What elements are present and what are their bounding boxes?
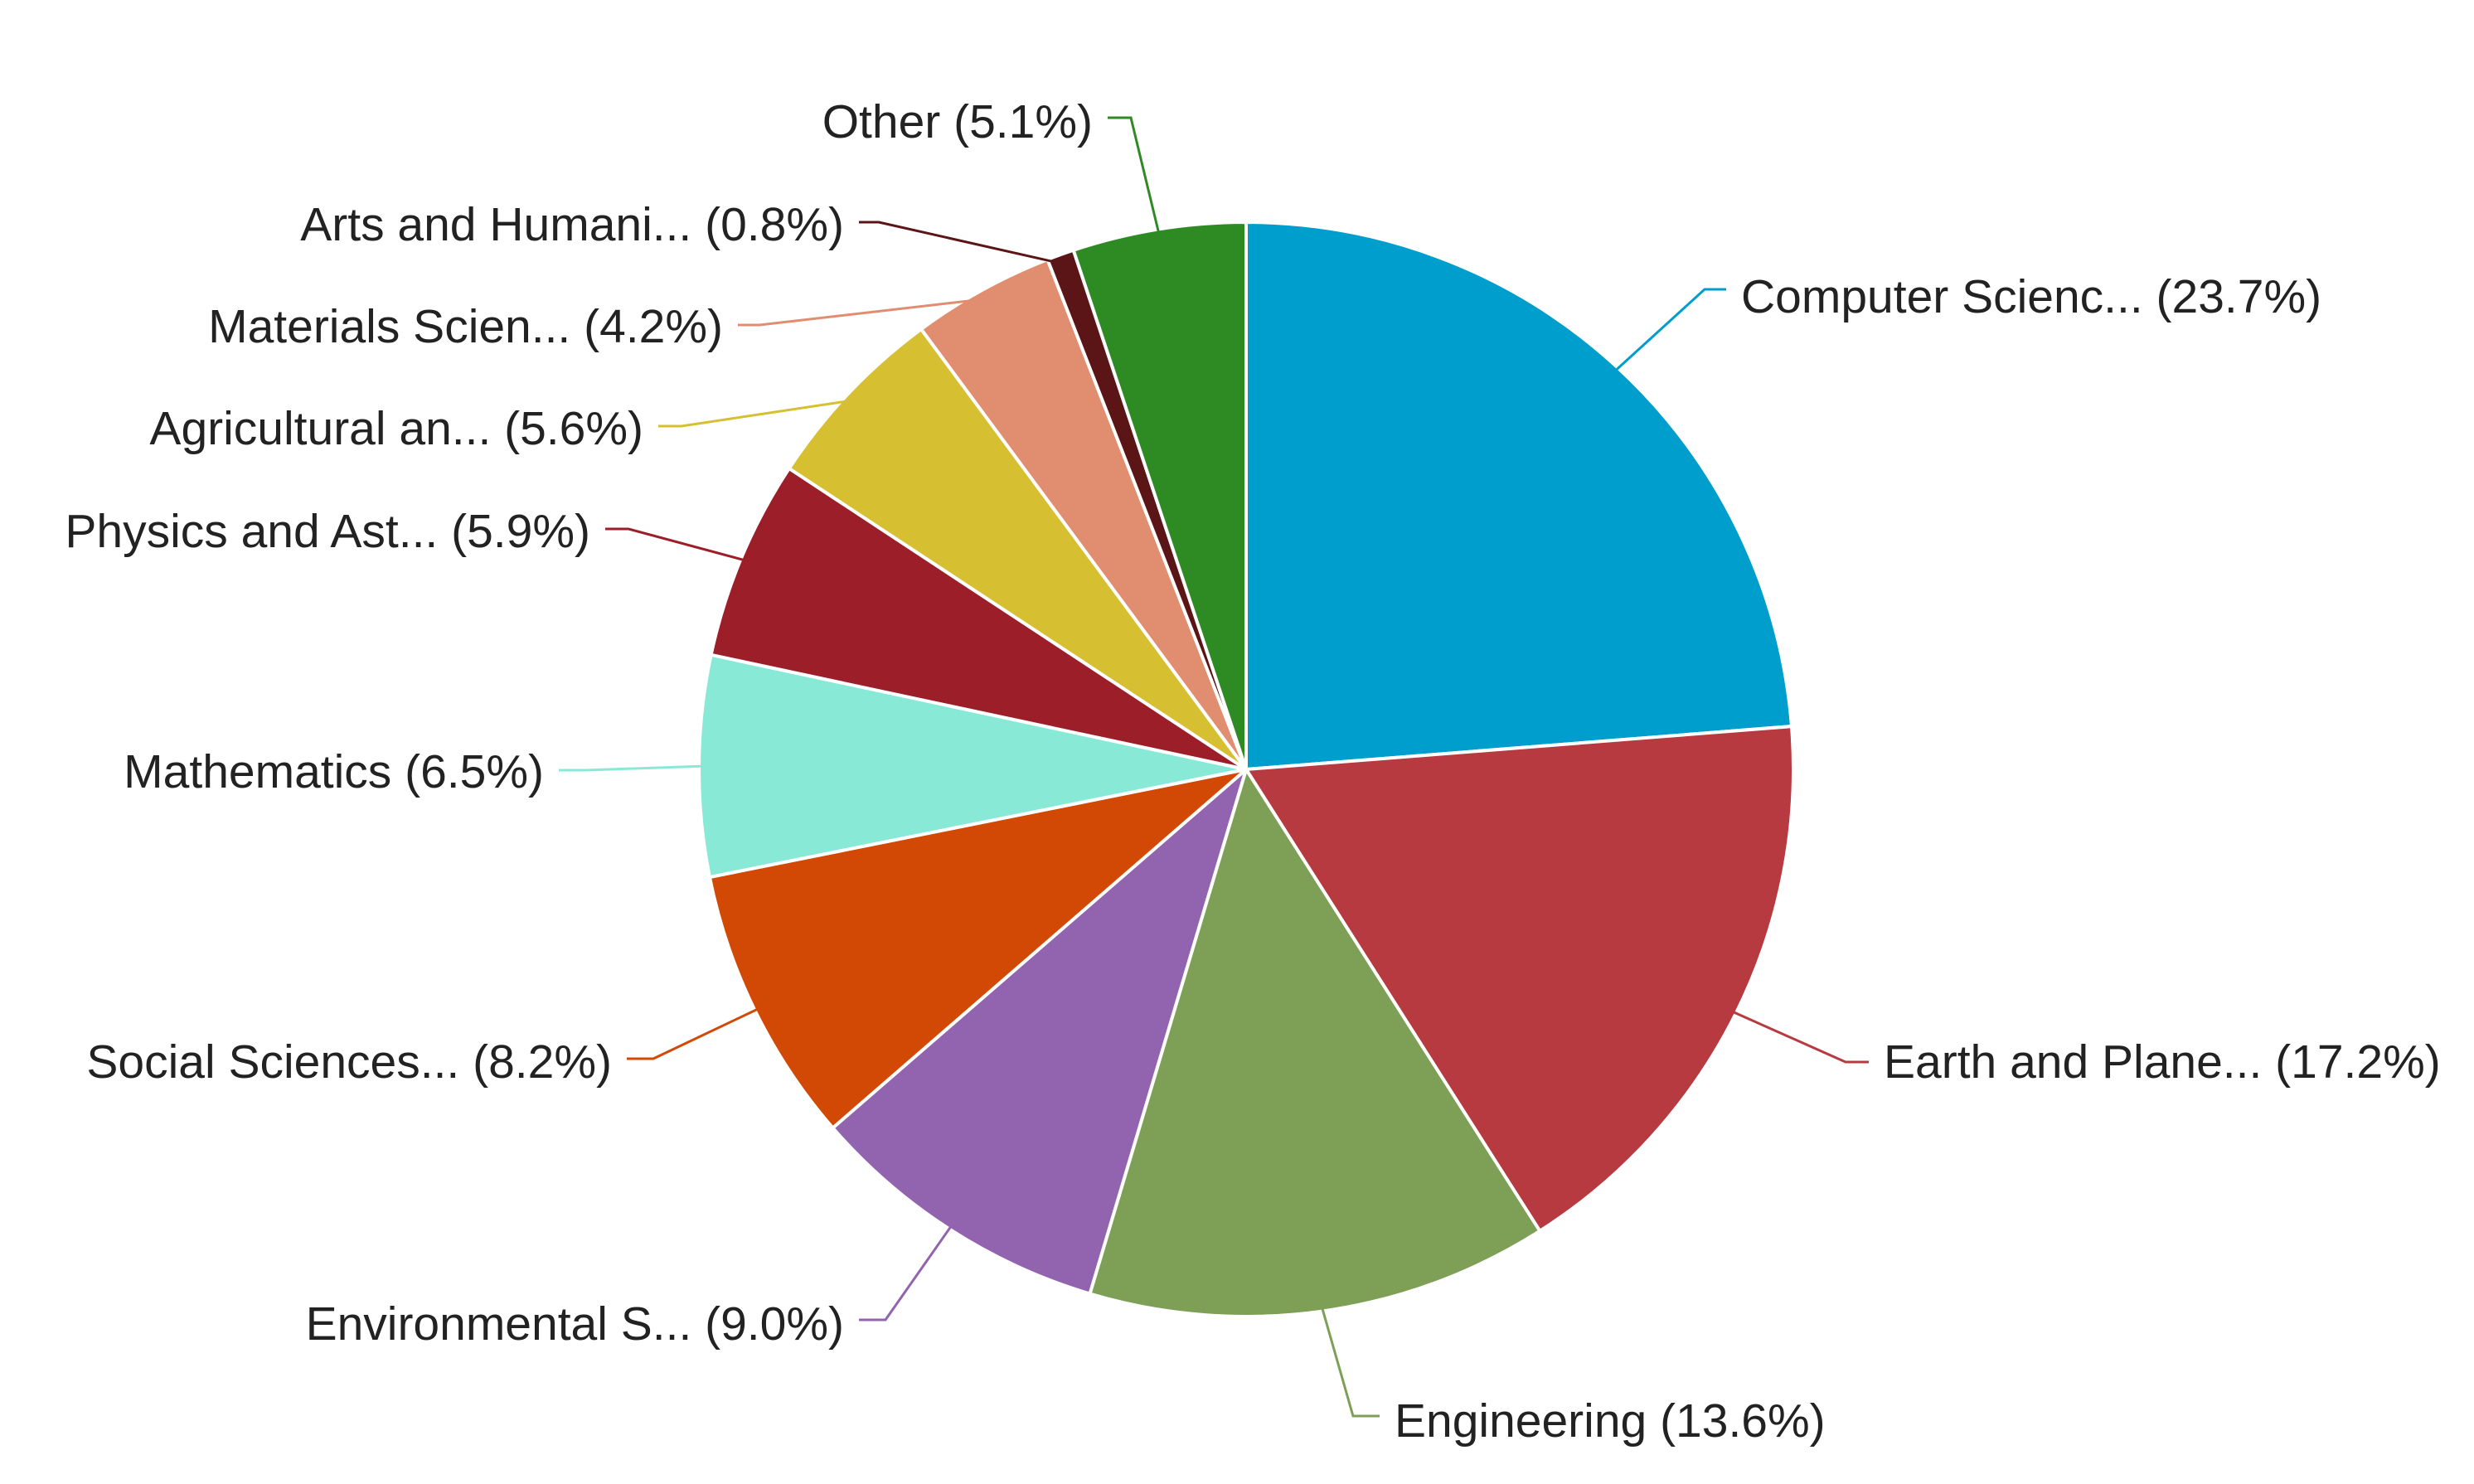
leader-line-mathematics <box>559 764 710 772</box>
leader-line-environmental-s <box>859 1220 956 1322</box>
slice-label-engineering: Engineering (13.6%) <box>1395 1394 1826 1448</box>
pie-slice-physics-and-ast[interactable] <box>709 467 1248 771</box>
leader-line-other <box>1108 116 1162 240</box>
leader-line-computer-scienc <box>1609 288 1726 376</box>
leader-line-materials-scien <box>738 297 987 327</box>
slice-label-other: Other (5.1%) <box>822 95 1093 148</box>
slice-label-arts-and-humani: Arts and Humani... (0.8%) <box>300 198 844 251</box>
slice-label-environmental-s: Environmental S... (9.0%) <box>306 1297 844 1351</box>
slice-label-agricultural-an: Agricultural an... (5.6%) <box>149 402 643 455</box>
leader-lines-layer <box>559 116 1869 1418</box>
leader-line-agricultural-an <box>658 398 856 428</box>
slice-label-physics-and-ast: Physics and Ast... (5.9%) <box>65 505 590 558</box>
leader-line-social-sciences <box>627 1005 764 1060</box>
slice-label-earth-and-plane: Earth and Plane... (17.2%) <box>1884 1035 2441 1089</box>
slice-label-computer-scienc: Computer Scienc... (23.7%) <box>1741 270 2321 323</box>
leader-line-engineering <box>1319 1301 1380 1418</box>
leader-line-arts-and-humani <box>859 221 1065 265</box>
slice-label-materials-scien: Materials Scien... (4.2%) <box>208 300 723 353</box>
slice-label-mathematics: Mathematics (6.5%) <box>124 745 544 798</box>
pie-slice-engineering[interactable] <box>1088 768 1542 1318</box>
labels-layer: Computer Scienc... (23.7%) Earth and Plan… <box>65 95 2440 1448</box>
pie-slice-agricultural-an[interactable] <box>787 327 1248 771</box>
pie-slice-computer-scienc[interactable] <box>1244 221 1793 771</box>
slices-layer <box>697 221 1795 1318</box>
leader-line-earth-and-plane <box>1726 1007 1869 1064</box>
leader-line-physics-and-ast <box>605 527 751 564</box>
slice-label-social-sciences: Social Sciences... (8.2%) <box>86 1035 612 1089</box>
